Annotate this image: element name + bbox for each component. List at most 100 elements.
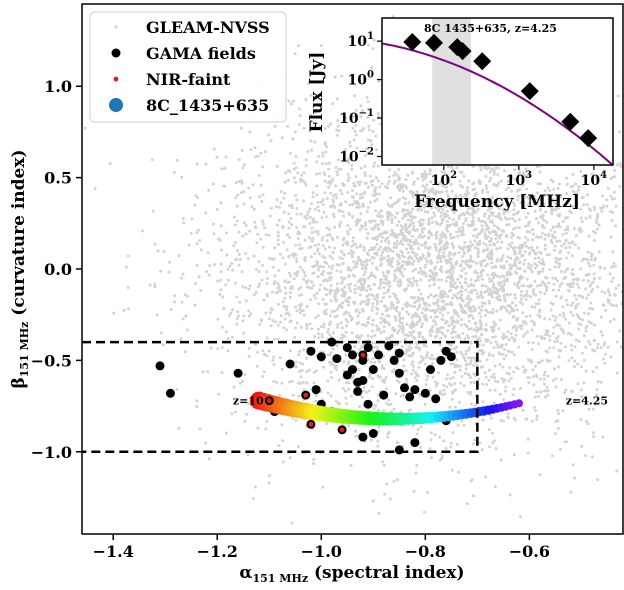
gleam-nvss-point: [460, 294, 463, 297]
gleam-nvss-point: [516, 236, 519, 239]
gleam-nvss-point: [330, 376, 333, 379]
gleam-nvss-point: [420, 244, 423, 247]
gleam-nvss-point: [560, 244, 563, 247]
gama-point: [332, 354, 341, 363]
gleam-nvss-point: [327, 328, 330, 331]
gleam-nvss-point: [586, 203, 589, 206]
gleam-nvss-point: [589, 343, 592, 346]
gleam-nvss-point: [306, 285, 309, 288]
gleam-nvss-point: [473, 307, 476, 310]
gleam-nvss-point: [453, 294, 456, 297]
gleam-nvss-point: [594, 231, 597, 234]
gleam-nvss-point: [546, 390, 549, 393]
gama-point: [426, 365, 435, 374]
gleam-nvss-point: [441, 393, 444, 396]
gleam-nvss-point: [435, 302, 438, 305]
gleam-nvss-point: [396, 224, 399, 227]
gleam-nvss-point: [406, 278, 409, 281]
gleam-nvss-point: [424, 314, 427, 317]
gleam-nvss-point: [236, 317, 239, 320]
gleam-nvss-point: [615, 470, 618, 473]
gleam-nvss-point: [534, 267, 537, 270]
gleam-nvss-point: [313, 252, 316, 255]
gleam-nvss-point: [491, 279, 494, 282]
gleam-nvss-point: [287, 169, 290, 172]
gleam-nvss-point: [459, 247, 462, 250]
gleam-nvss-point: [555, 240, 558, 243]
gleam-nvss-point: [405, 310, 408, 313]
gleam-nvss-point: [429, 447, 432, 450]
gleam-nvss-point: [347, 304, 350, 307]
gleam-nvss-point: [416, 315, 419, 318]
gleam-nvss-point: [261, 279, 264, 282]
gleam-nvss-point: [371, 309, 374, 312]
gleam-nvss-point: [494, 389, 497, 392]
gleam-nvss-point: [386, 291, 389, 294]
gleam-nvss-point: [328, 272, 331, 275]
gleam-nvss-point: [351, 189, 354, 192]
gleam-nvss-point: [541, 258, 544, 261]
gleam-nvss-point: [618, 330, 621, 333]
gleam-nvss-point: [245, 413, 248, 416]
gleam-nvss-point: [440, 260, 443, 263]
gleam-nvss-point: [152, 210, 155, 213]
gleam-nvss-point: [524, 332, 527, 335]
gleam-nvss-point: [359, 212, 362, 215]
gleam-nvss-point: [474, 323, 477, 326]
gleam-nvss-point: [277, 231, 280, 234]
gleam-nvss-point: [253, 293, 256, 296]
gleam-nvss-point: [327, 186, 330, 189]
gleam-nvss-point: [463, 252, 466, 255]
gleam-nvss-point: [500, 377, 503, 380]
gleam-nvss-point: [478, 240, 481, 243]
gleam-nvss-point: [127, 286, 130, 289]
gleam-nvss-point: [424, 258, 427, 261]
gleam-nvss-point: [339, 225, 342, 228]
gleam-nvss-point: [279, 356, 282, 359]
gleam-nvss-point: [533, 406, 536, 409]
gleam-nvss-point: [572, 282, 575, 285]
gleam-nvss-point: [484, 309, 487, 312]
gleam-nvss-point: [485, 184, 488, 187]
gleam-nvss-point: [493, 373, 496, 376]
gleam-nvss-point: [502, 398, 505, 401]
gleam-nvss-point: [508, 312, 511, 315]
gleam-nvss-point: [334, 366, 337, 369]
gleam-nvss-point: [239, 258, 242, 261]
gleam-nvss-point: [384, 246, 387, 249]
gleam-nvss-point: [425, 241, 428, 244]
gleam-nvss-point: [256, 233, 259, 236]
gleam-nvss-point: [293, 336, 296, 339]
gleam-nvss-point: [385, 250, 388, 253]
gleam-nvss-point: [364, 221, 367, 224]
gleam-nvss-point: [380, 257, 383, 260]
gleam-nvss-point: [252, 497, 255, 500]
gleam-nvss-point: [536, 335, 539, 338]
gleam-nvss-point: [304, 239, 307, 242]
gleam-nvss-point: [329, 314, 332, 317]
gleam-nvss-point: [345, 241, 348, 244]
gleam-nvss-point: [199, 427, 202, 430]
gleam-nvss-point: [205, 270, 208, 273]
gleam-nvss-point: [334, 298, 337, 301]
gleam-nvss-point: [419, 297, 422, 300]
gleam-nvss-point: [403, 268, 406, 271]
gleam-nvss-point: [386, 203, 389, 206]
gleam-nvss-point: [535, 374, 538, 377]
gleam-nvss-point: [539, 378, 542, 381]
gleam-nvss-point: [511, 242, 514, 245]
gleam-nvss-point: [383, 318, 386, 321]
gleam-nvss-point: [472, 182, 475, 185]
gleam-nvss-point: [442, 300, 445, 303]
gleam-nvss-point: [314, 230, 317, 233]
gleam-nvss-point: [320, 273, 323, 276]
gama-point: [374, 350, 383, 359]
gleam-nvss-point: [534, 251, 537, 254]
gleam-nvss-point: [346, 321, 349, 324]
gleam-nvss-point: [344, 291, 347, 294]
gleam-nvss-point: [390, 403, 393, 406]
gleam-nvss-point: [336, 282, 339, 285]
gleam-nvss-point: [411, 282, 414, 285]
gleam-nvss-point: [459, 180, 462, 183]
gleam-nvss-point: [460, 285, 463, 288]
